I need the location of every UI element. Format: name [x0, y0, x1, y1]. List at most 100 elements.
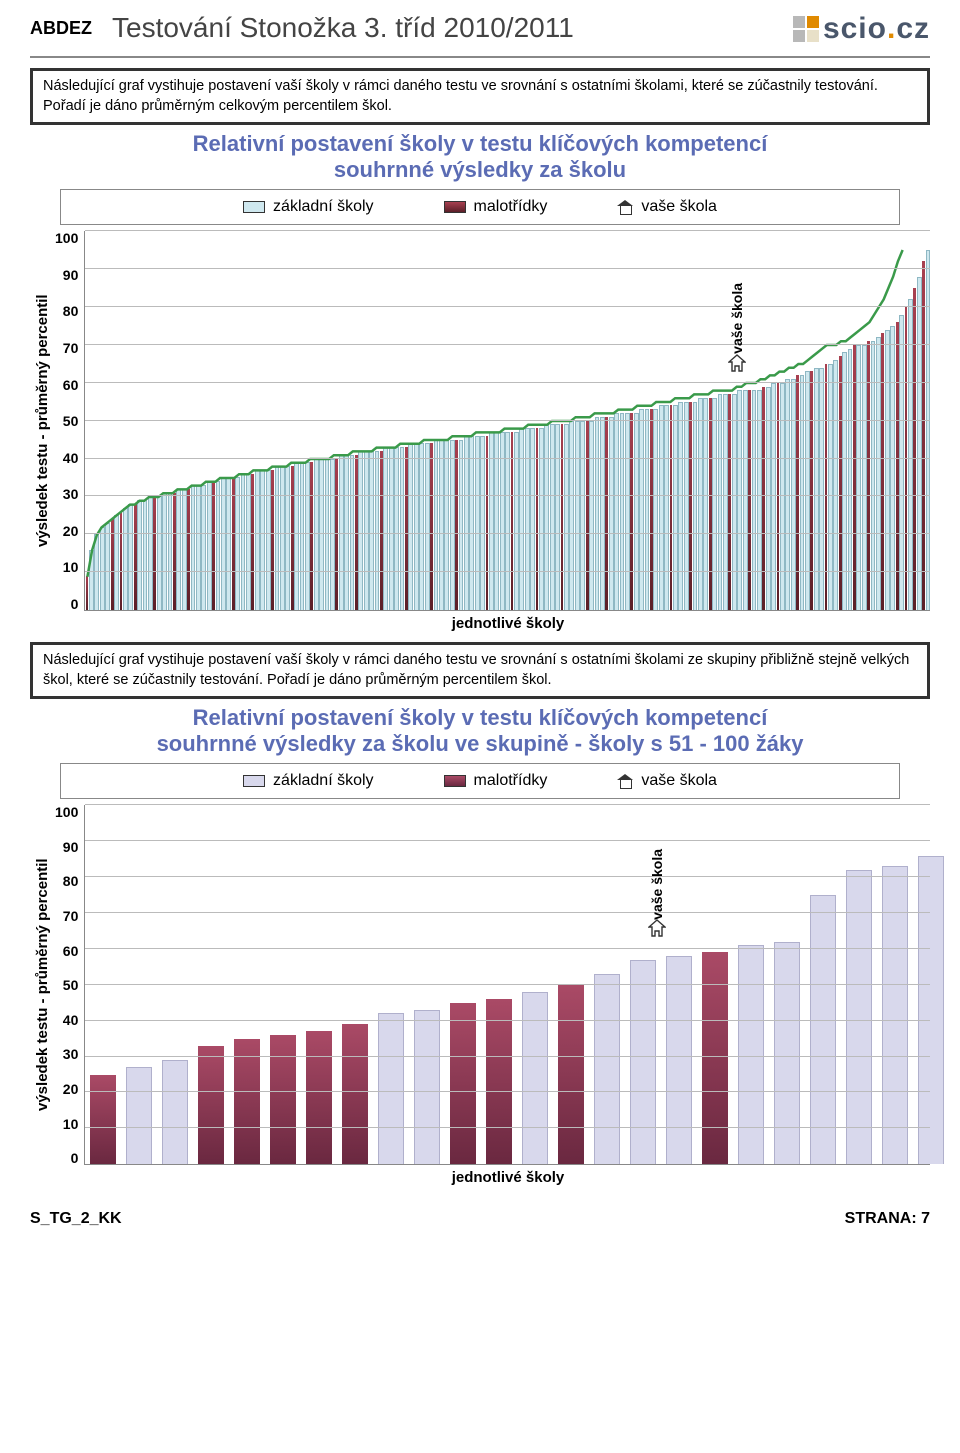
legend-label-zakladni: základní školy [273, 772, 374, 790]
chart-bar [162, 493, 167, 610]
chart-bar [86, 576, 89, 610]
your-school-marker-label: vaše škola [729, 283, 745, 354]
ytick-label: 70 [55, 909, 78, 923]
chart2-title: Relativní postavení školy v testu klíčov… [30, 705, 930, 757]
swatch-house-icon [617, 774, 633, 788]
ytick-label: 30 [55, 1047, 78, 1061]
chart-bar [137, 500, 142, 610]
grid-line [85, 420, 930, 421]
chart-bar [748, 390, 751, 610]
chart-bar [89, 550, 94, 611]
chart-bar [620, 413, 625, 610]
grid-line [85, 1091, 930, 1092]
ytick-label: 0 [55, 597, 78, 611]
chart-bar [325, 459, 330, 611]
chart-bar [819, 368, 824, 611]
chart-bar [173, 493, 176, 610]
chart-bar [689, 402, 692, 610]
chart1-title-line2: souhrnné výsledky za školu [30, 157, 930, 183]
chart-bar [176, 489, 181, 610]
grid-line [85, 840, 930, 841]
chart-bar [414, 443, 419, 610]
chart-bar [475, 436, 480, 610]
chart-bar [718, 394, 723, 610]
chart-bar [723, 394, 728, 610]
chart-bar [896, 322, 899, 610]
chart-bar [285, 466, 290, 610]
chart-bar [580, 421, 585, 611]
chart-bar [232, 477, 235, 610]
chart-bar [678, 402, 683, 610]
your-school-marker: vaše škola [648, 919, 666, 937]
chart-bar [450, 440, 455, 611]
chart-bar [917, 277, 922, 611]
chart-bar [846, 870, 872, 1164]
chart1-ylabel: výsledek testu - průměrný percentil [30, 231, 55, 611]
ytick-label: 90 [55, 840, 78, 854]
chart-bar [693, 402, 698, 610]
chart-bar [342, 1024, 368, 1164]
chart-bar [459, 440, 464, 611]
chart-bar [294, 462, 299, 610]
chart-bar [157, 496, 162, 610]
chart-bar [187, 489, 190, 610]
ytick-label: 10 [55, 1117, 78, 1131]
logo-dot: . [887, 12, 896, 45]
chart-bar [885, 330, 890, 610]
chart-bar [455, 440, 458, 611]
chart-bar [400, 447, 405, 610]
chart-bar [500, 432, 505, 610]
grid-line [85, 268, 930, 269]
chart-bar [800, 375, 805, 610]
chart-bar [670, 405, 673, 610]
ytick-label: 0 [55, 1151, 78, 1165]
chart-bar [728, 394, 731, 610]
ytick-label: 50 [55, 414, 78, 428]
chart-bar [732, 394, 737, 610]
chart-bar [630, 960, 656, 1165]
grid-line [85, 533, 930, 534]
chart-bar [126, 1067, 152, 1164]
chart-bar [539, 428, 544, 610]
ytick-label: 90 [55, 268, 78, 282]
chart-bar [550, 424, 555, 610]
grid-line [85, 1020, 930, 1021]
chart-bar [922, 261, 925, 610]
chart-bar [594, 974, 620, 1164]
grid-line [85, 382, 930, 383]
ytick-label: 40 [55, 451, 78, 465]
chart-bar [555, 424, 560, 610]
chart-bar [614, 413, 619, 610]
chart-bar [881, 333, 884, 610]
chart1-title-line1: Relativní postavení školy v testu klíčov… [30, 131, 930, 157]
chart-bar [375, 451, 380, 610]
chart-bar [405, 447, 408, 610]
legend-item-vase: vaše škola [617, 772, 717, 790]
chart-bar [586, 421, 589, 611]
chart-bar [207, 481, 212, 610]
chart-bar [212, 481, 215, 610]
chart2: výsledek testu - průměrný percentil 0102… [30, 805, 930, 1165]
legend-item-zakladni: základní školy [243, 772, 374, 790]
chart-bar [216, 481, 221, 610]
chart-bar [639, 409, 644, 610]
chart-bar [335, 459, 338, 611]
chart-bar [536, 428, 539, 610]
chart-bar [564, 424, 569, 610]
chart-bar [805, 371, 810, 610]
chart2-bars [85, 805, 930, 1164]
chart-bar [430, 443, 433, 610]
chart-bar [378, 1013, 404, 1164]
chart1-legend: základní školy malotřídky vaše škola [60, 189, 900, 225]
chart-bar [926, 250, 931, 610]
legend-item-zakladni: základní školy [243, 198, 374, 216]
chart-bar [319, 459, 324, 611]
chart-bar [143, 500, 148, 610]
description-box-2: Následující graf vystihuje postavení vaš… [30, 642, 930, 699]
chart-bar [709, 398, 712, 610]
chart-bar [330, 459, 335, 611]
chart-bar [246, 474, 251, 610]
chart1-title: Relativní postavení školy v testu klíčov… [30, 131, 930, 183]
chart1-yaxis: 0102030405060708090100 [55, 231, 84, 611]
chart-bar [558, 985, 584, 1165]
